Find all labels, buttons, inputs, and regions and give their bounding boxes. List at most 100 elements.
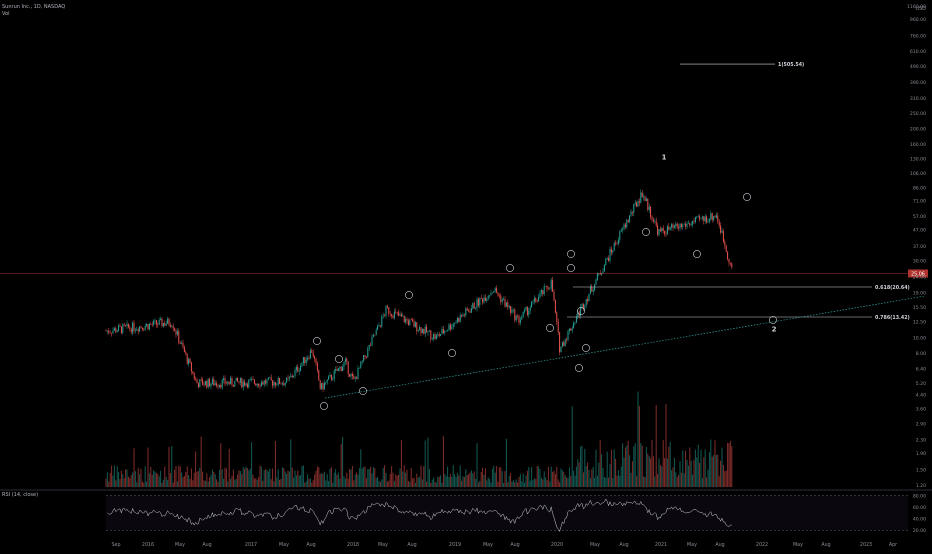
candle-body [269,377,271,379]
candle-body [391,314,393,316]
volume-bar [326,474,328,487]
volume-bar [703,457,705,487]
volume-bar [146,481,148,487]
candle-body [258,383,260,386]
volume-bar [238,470,240,487]
volume-bar [685,450,687,487]
candle-body [333,370,335,380]
candle-body [319,380,321,389]
volume-bar [337,472,339,487]
candle-body [358,367,360,369]
price-tick-label: 47.00 [913,227,926,233]
volume-bar [727,442,729,487]
candle-body [594,284,596,291]
candle-body [413,321,415,327]
volume-bar [311,482,313,487]
candle-body [624,224,626,228]
volume-bar [360,449,362,487]
candle-body [682,224,684,228]
volume-bar [489,478,491,487]
candle-body [293,375,295,378]
candle-body [595,279,597,285]
volume-bar [139,474,141,487]
volume-bar [396,475,398,487]
volume-bar [518,476,520,487]
time-tick-label: May [483,542,493,548]
volume-bar [214,474,216,487]
candle-body [287,377,289,379]
candle-body [636,202,638,207]
candle-body [609,249,611,261]
candle-body [487,296,489,299]
volume-bar [570,475,572,487]
candle-body [724,241,726,246]
candle-body [424,326,426,334]
volume-bar [154,471,156,487]
candle-body [672,224,674,228]
volume-bar [181,472,183,487]
candle-body [445,330,447,332]
volume-bar [657,473,659,487]
candle-body [189,358,191,363]
candle-body [140,326,142,328]
volume-bar [627,440,629,487]
price-tick-label: 106.00 [910,171,926,177]
candle-body [711,213,713,221]
volume-bar [448,477,450,487]
wave-label-ring [567,264,575,272]
volume-bar [375,478,377,487]
candle-body [654,220,656,222]
price-tick-label: 160.00 [910,142,926,148]
candle-body [498,295,500,297]
candle-body [554,300,556,313]
time-tick-label: May [378,542,388,548]
wave-label-ring [320,402,328,410]
candle-body [563,342,565,346]
volume-bar [631,461,633,487]
volume-bar [496,466,498,487]
candle-body [578,311,580,316]
volume-bar [158,476,160,487]
volume-bar [346,472,348,487]
candle-body [561,342,563,347]
candle-body [421,329,423,334]
current-price-label: 25.06 [911,271,925,277]
candle-body [224,378,226,384]
time-tick-label: 2023 [860,542,872,548]
volume-bar [409,481,411,487]
candle-body [276,384,278,386]
candle-body [577,311,579,318]
volume-bar [613,449,615,487]
volume-bar [365,478,367,487]
candle-body [316,363,318,371]
volume-bar [329,468,331,487]
candle-body [692,221,694,225]
candle-body [405,319,407,323]
volume-bar [147,447,149,487]
volume-bar [274,440,276,487]
candle-body [412,319,414,322]
volume-bar [111,465,113,487]
candle-body [239,378,241,383]
volume-bar [687,465,689,487]
volume-bar [521,481,523,487]
candle-body [564,339,566,346]
price-tick-label: 37.00 [913,244,926,250]
candle-body [529,307,531,311]
candle-body [634,202,636,205]
volume-bar [123,478,125,487]
volume-bar [356,472,358,487]
candle-body [718,221,720,226]
volume-bar [680,472,682,487]
candle-body [643,196,645,198]
candle-body [721,231,723,233]
volume-label: Vol [2,11,10,17]
candle-body [109,332,111,334]
volume-bar [526,470,528,487]
volume-bar [714,440,716,487]
candle-body [389,313,391,315]
candle-body [728,259,730,264]
volume-bar [144,466,146,487]
